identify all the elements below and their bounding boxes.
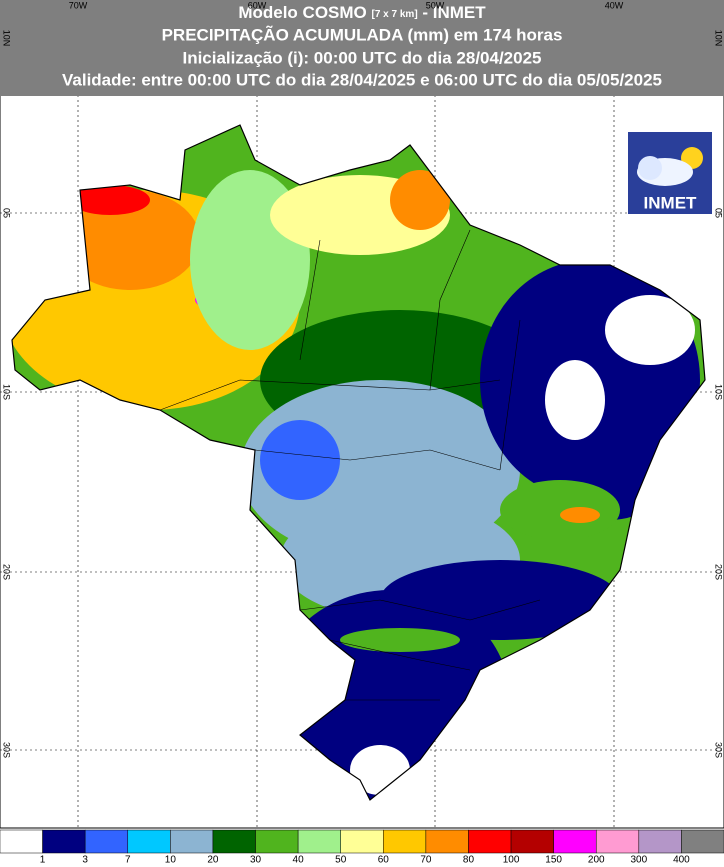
legend-label: 7 [125,855,131,866]
legend-swatch [468,829,512,854]
state-borders [159,229,541,701]
title: Modelo COSMO [7 x 7 km] - INMET [238,3,486,22]
legend-swatch [84,829,129,854]
subtitle: PRECIPITAÇÃO ACUMULADA (mm) em 174 horas [162,24,563,44]
legend-label: 30 [250,855,262,866]
legend-label: 1 [40,855,46,866]
legend-swatch [0,829,43,854]
legend-label: 80 [463,855,475,866]
legend-label: 10 [165,855,177,866]
initialization: Inicialização (i): 00:00 UTC do dia 28/0… [182,48,541,67]
legend-label: 300 [630,855,647,866]
lat-label: 10N [2,30,12,47]
legend-swatch [510,829,554,854]
legend-swatch [340,829,384,854]
legend-swatch [553,829,597,854]
header-band [0,0,724,96]
legend-swatch [297,829,341,854]
legend-swatch [170,829,214,854]
legend-label: 100 [503,855,520,866]
lat-label: 10S [714,384,724,400]
lat-label: 10N [714,30,724,47]
legend-label: 3 [82,855,88,866]
lat-label: 20S [714,564,724,580]
legend-label: 20 [207,855,219,866]
legend-swatch [127,829,171,854]
lon-label: 40W [605,0,624,10]
legend-swatch [638,829,682,854]
legend-label: 40 [293,855,305,866]
legend-label: 400 [673,855,690,866]
legend-label: 60 [378,855,390,866]
validity: Validade: entre 00:00 UTC do dia 28/04/2… [62,70,662,89]
lon-label: 60W [248,0,267,10]
legend-swatch [255,829,299,854]
lat-label: 30S [714,742,724,758]
logo-text: INMET [644,193,698,212]
legend-swatch [42,829,86,854]
lat-label: 05 [2,208,12,218]
lat-label: 20S [2,564,12,580]
legend-label: 200 [588,855,605,866]
legend-swatch [595,829,640,854]
legend-label: 50 [335,855,347,866]
legend-swatch [425,829,469,854]
legend-swatch [681,829,724,854]
lon-label: 50W [426,0,445,10]
legend-swatch [383,829,427,854]
legend-label: 70 [420,855,432,866]
lat-label: 10S [2,384,12,400]
legend-swatch [212,829,256,854]
lat-label: 30S [2,742,12,758]
lon-label: 70W [69,0,88,10]
legend-label: 150 [545,855,562,866]
logo: INMET [628,132,712,214]
lat-label: 05 [714,208,724,218]
